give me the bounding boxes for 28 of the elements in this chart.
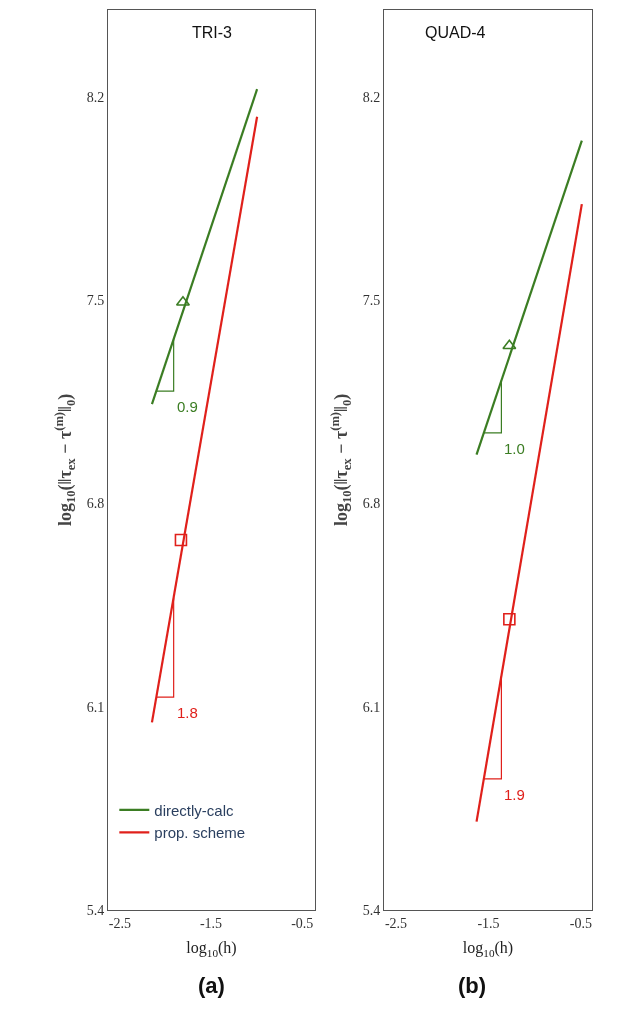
y-tick-label: 6.1 (362, 699, 381, 715)
x-axis-title: log$_{10}$(h) (186, 939, 237, 959)
legend-label: prop. scheme (154, 824, 246, 842)
text: (a) (198, 973, 225, 998)
text: QUAD-4 (425, 24, 486, 41)
x-tick-label: -1.5 (477, 915, 500, 931)
legend-label: directly-calc (154, 801, 234, 819)
annotation: 1.9 (504, 786, 525, 803)
y-tick-label: 5.4 (86, 902, 105, 918)
y-tick-label: 6.8 (86, 496, 105, 512)
y-tick-label: 7.5 (362, 293, 381, 309)
y-tick-label: 5.4 (362, 902, 381, 918)
y-tick-label: 8.2 (86, 89, 105, 105)
x-tick-label: -1.5 (199, 915, 223, 931)
annotation: 0.9 (177, 398, 198, 415)
y-tick-label: 6.1 (86, 699, 105, 715)
y-tick-label: 8.2 (362, 89, 381, 105)
text: TRI-3 (192, 24, 233, 41)
x-tick-label: -0.5 (291, 915, 314, 931)
annotation: 1.0 (504, 440, 525, 457)
text: (b) (458, 973, 487, 998)
y-tick-label: 7.5 (86, 293, 105, 309)
x-tick-label: -2.5 (108, 915, 131, 931)
x-tick-label: -0.5 (569, 915, 592, 931)
x-tick-label: -2.5 (384, 915, 408, 931)
x-axis-title: log$_{10}$(h) (462, 939, 514, 959)
y-tick-label: 6.8 (362, 496, 381, 512)
annotation: 1.8 (177, 704, 198, 721)
